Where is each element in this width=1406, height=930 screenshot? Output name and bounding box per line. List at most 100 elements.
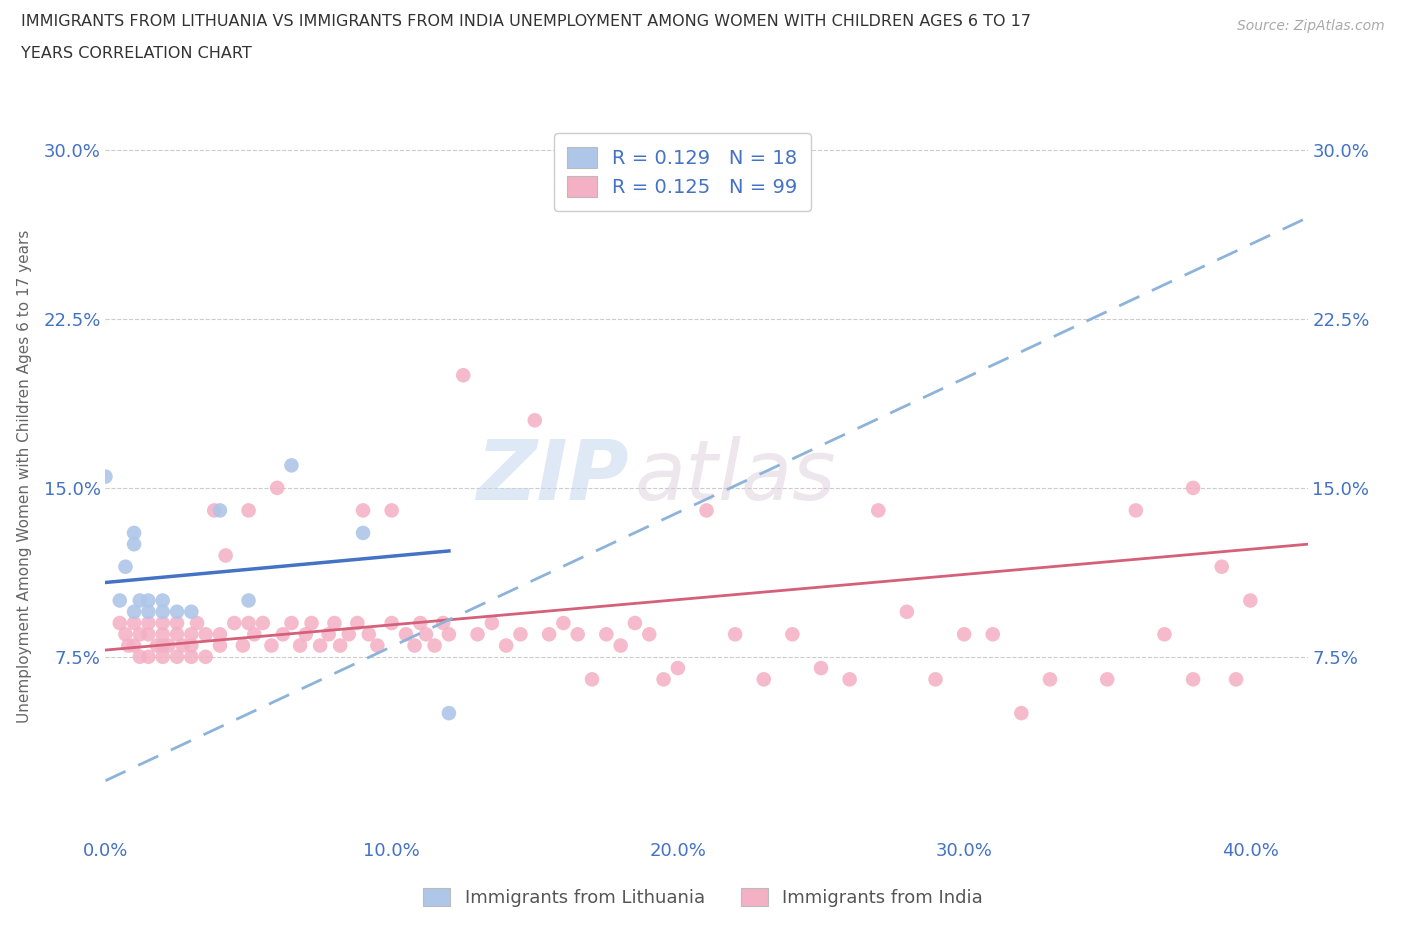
Point [157, 638, 180, 653]
Point [782, 627, 804, 642]
Point [180, 627, 202, 642]
Point [924, 671, 946, 686]
Point [266, 481, 288, 496]
Point [329, 638, 352, 653]
Point [208, 627, 231, 642]
Point [381, 616, 404, 631]
Point [523, 413, 546, 428]
Point [437, 627, 460, 642]
Y-axis label: Unemployment Among Women with Children Ages 6 to 17 years: Unemployment Among Women with Children A… [17, 230, 32, 724]
Point [624, 616, 647, 631]
Point [122, 638, 145, 653]
Point [214, 548, 236, 563]
Text: atlas: atlas [634, 436, 837, 517]
Point [122, 616, 145, 631]
Point [152, 649, 174, 664]
Point [357, 627, 380, 642]
Point [346, 616, 368, 631]
Point [696, 503, 718, 518]
Point [138, 616, 160, 631]
Legend: R = 0.129   N = 18, R = 0.125   N = 99: R = 0.129 N = 18, R = 0.125 N = 99 [554, 133, 811, 210]
Point [1010, 706, 1032, 721]
Point [1182, 671, 1205, 686]
Point [128, 627, 150, 642]
Point [252, 616, 274, 631]
Point [166, 604, 188, 619]
Point [108, 616, 131, 631]
Point [186, 616, 208, 631]
Point [432, 616, 454, 631]
Point [1095, 671, 1118, 686]
Point [337, 627, 360, 642]
Point [238, 616, 260, 631]
Point [280, 616, 302, 631]
Point [180, 604, 202, 619]
Point [404, 638, 426, 653]
Point [128, 593, 150, 608]
Point [1225, 671, 1247, 686]
Point [114, 559, 136, 574]
Point [1153, 627, 1175, 642]
Point [114, 627, 136, 642]
Point [166, 649, 188, 664]
Text: Source: ZipAtlas.com: Source: ZipAtlas.com [1237, 19, 1385, 33]
Point [538, 627, 561, 642]
Point [981, 627, 1004, 642]
Point [752, 671, 775, 686]
Point [595, 627, 617, 642]
Point [395, 627, 418, 642]
Point [553, 616, 575, 631]
Point [260, 638, 283, 653]
Point [609, 638, 631, 653]
Point [467, 627, 489, 642]
Point [1039, 671, 1062, 686]
Point [1211, 559, 1233, 574]
Point [868, 503, 890, 518]
Point [166, 627, 188, 642]
Text: YEARS CORRELATION CHART: YEARS CORRELATION CHART [21, 46, 252, 61]
Point [152, 627, 174, 642]
Text: IMMIGRANTS FROM LITHUANIA VS IMMIGRANTS FROM INDIA UNEMPLOYMENT AMONG WOMEN WITH: IMMIGRANTS FROM LITHUANIA VS IMMIGRANTS … [21, 14, 1031, 29]
Point [288, 638, 311, 653]
Point [301, 616, 323, 631]
Text: ZIP: ZIP [475, 436, 628, 517]
Point [172, 638, 194, 653]
Point [243, 627, 266, 642]
Point [117, 638, 139, 653]
Point [567, 627, 589, 642]
Point [138, 649, 160, 664]
Point [152, 593, 174, 608]
Point [295, 627, 318, 642]
Point [146, 638, 169, 653]
Point [180, 649, 202, 664]
Point [194, 649, 217, 664]
Point [138, 593, 160, 608]
Point [108, 593, 131, 608]
Point [122, 525, 145, 540]
Point [152, 604, 174, 619]
Point [495, 638, 517, 653]
Point [666, 660, 689, 675]
Point [638, 627, 661, 642]
Point [202, 503, 225, 518]
Point [122, 537, 145, 551]
Point [953, 627, 976, 642]
Point [724, 627, 747, 642]
Point [208, 503, 231, 518]
Point [238, 503, 260, 518]
Point [381, 503, 404, 518]
Point [232, 638, 254, 653]
Point [323, 616, 346, 631]
Point [224, 616, 246, 631]
Legend: Immigrants from Lithuania, Immigrants from India: Immigrants from Lithuania, Immigrants fr… [413, 879, 993, 916]
Point [423, 638, 446, 653]
Point [318, 627, 340, 642]
Point [1125, 503, 1147, 518]
Point [838, 671, 860, 686]
Point [166, 616, 188, 631]
Point [152, 616, 174, 631]
Point [451, 368, 474, 383]
Point [138, 604, 160, 619]
Point [415, 627, 437, 642]
Point [481, 616, 503, 631]
